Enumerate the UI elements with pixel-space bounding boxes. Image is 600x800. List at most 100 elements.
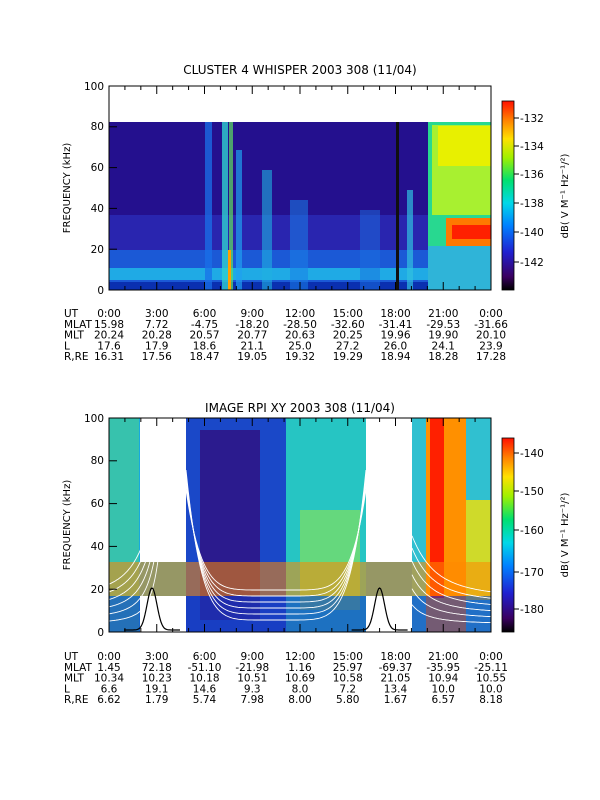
ephemeris-value: 10.18 <box>189 673 219 685</box>
ephemeris-value: 15:00 <box>333 308 363 320</box>
contour-line <box>109 497 170 622</box>
ephemeris-value: 1.67 <box>384 694 407 706</box>
ephemeris-value: 0:00 <box>97 308 121 320</box>
ephemeris-value: 20.24 <box>94 330 124 342</box>
ephemeris-value: 20.57 <box>189 330 219 342</box>
ephemeris-value: -28.50 <box>283 319 317 331</box>
strong-emission-low <box>428 246 491 290</box>
ephemeris-value: 6.57 <box>432 694 455 706</box>
y-tick-label: 40 <box>91 541 104 553</box>
ephemeris-value: 72.18 <box>142 662 172 674</box>
ephemeris-value: 10.55 <box>476 673 506 685</box>
ephemeris-value: 3:00 <box>145 308 169 320</box>
intense-band-core <box>452 225 491 239</box>
ephemeris-value: 15.98 <box>94 319 124 331</box>
ephemeris-value: 10.0 <box>432 683 455 695</box>
ephemeris-value: 1.79 <box>145 694 168 706</box>
contour-line <box>411 604 491 624</box>
ephemeris-value: -35.95 <box>426 662 460 674</box>
colorbar-tick-label: -132 <box>520 113 544 125</box>
contour-line <box>185 481 367 603</box>
ephemeris-row-label: L <box>64 683 70 695</box>
ephemeris-value: 9.3 <box>244 683 261 695</box>
ephemeris-value: 9:00 <box>240 651 264 663</box>
colorbar-tick-label: -160 <box>520 525 544 537</box>
ephemeris-value: 19.29 <box>333 351 363 363</box>
panel-title: CLUSTER 4 WHISPER 2003 308 (11/04) <box>183 63 416 77</box>
ephemeris-value: 6.62 <box>97 694 120 706</box>
ephemeris-value: 18:00 <box>380 308 410 320</box>
ephemeris-value: 13.4 <box>384 683 408 695</box>
x-ticks <box>108 86 492 290</box>
ephemeris-value: 9:00 <box>240 308 264 320</box>
colorbar-label: dB( V M⁻¹ Hz⁻¹/²) <box>560 493 571 578</box>
ephemeris-value: 15:00 <box>333 651 363 663</box>
ephemeris-table: UT 0:00 3:00 6:00 9:00 12:00 15:00 18:00 21:00 0:… <box>64 651 508 706</box>
ephemeris-value: 20.25 <box>333 330 363 342</box>
ephemeris-value: 6:00 <box>193 308 217 320</box>
ephemeris-value: -29.53 <box>426 319 460 331</box>
ephemeris-value: 25.0 <box>288 340 311 352</box>
ephemeris-value: 3:00 <box>145 651 169 663</box>
ephemeris-value: 17.9 <box>145 340 168 352</box>
contour-line <box>109 486 170 608</box>
colorbar-scale <box>501 100 515 291</box>
ephemeris-row-label: MLT <box>64 673 84 685</box>
ephemeris-value: 19.96 <box>380 330 410 342</box>
ephemeris-value: -21.98 <box>235 662 269 674</box>
contour-line <box>185 485 367 597</box>
ephemeris-value: 21.1 <box>241 340 264 352</box>
strong-emission-top <box>438 126 491 166</box>
ephemeris-value: 23.9 <box>479 340 502 352</box>
ephemeris-value: 18.47 <box>189 351 219 363</box>
colorbar-scale <box>501 437 515 633</box>
data-gap <box>366 596 412 632</box>
ephemeris-table: UT 0:00 3:00 6:00 9:00 12:00 15:00 18:00 21:00 0:… <box>64 308 508 363</box>
ephemeris-value: 5.74 <box>193 694 217 706</box>
spectrogram-image-rpi <box>109 418 491 632</box>
burst <box>229 122 233 290</box>
ephemeris-value: 1.16 <box>288 662 312 674</box>
ephemeris-value: -32.60 <box>331 319 365 331</box>
burst <box>407 190 413 290</box>
contour-line <box>109 475 170 593</box>
frequency-curve <box>351 587 408 631</box>
y-tick-label: 100 <box>84 81 104 93</box>
ephemeris-value: 18.94 <box>380 351 410 363</box>
y-axis: 0 20 40 60 80 100 FREQUENCY (kHz) <box>62 81 117 297</box>
y-tick-label: 20 <box>91 244 104 256</box>
ephemeris-value: 20.10 <box>476 330 506 342</box>
ephemeris-value: 21.05 <box>380 673 410 685</box>
ephemeris-value: 10.58 <box>333 673 363 685</box>
ephemeris-value: 25.97 <box>333 662 363 674</box>
low-frequency-band <box>109 562 491 596</box>
ephemeris-value: 19.05 <box>237 351 267 363</box>
y-tick-label: 20 <box>91 584 104 596</box>
ephemeris-value: 16.31 <box>94 351 124 363</box>
y-tick-label: 80 <box>91 455 104 467</box>
ephemeris-value: 17.28 <box>476 351 506 363</box>
data-gap <box>140 418 186 562</box>
ephemeris-value: 12:00 <box>285 651 315 663</box>
colorbar: -132 -134 -136 -138 -140 -142 dB( V M⁻¹ … <box>501 100 571 291</box>
data-gap <box>396 122 399 290</box>
ephemeris-value: 18.28 <box>428 351 458 363</box>
y-tick-label: 100 <box>84 413 104 425</box>
contour-line <box>185 489 367 591</box>
y-axis: 0 20 40 60 80 100 FREQUENCY (kHz) <box>62 413 117 639</box>
ephemeris-row-label: R,RE <box>64 351 89 363</box>
burst <box>236 150 242 290</box>
ephemeris-value: 21:00 <box>428 651 458 663</box>
ephemeris-value: 8.0 <box>292 683 309 695</box>
y-tick-label: 60 <box>91 498 104 510</box>
contour-line <box>185 477 367 609</box>
strong-emission-core <box>430 418 444 598</box>
data-gap <box>366 418 412 562</box>
colorbar-tick-label: -138 <box>520 198 544 210</box>
spectrogram-cluster <box>109 122 491 290</box>
y-tick-label: 0 <box>97 627 104 639</box>
contour-line <box>411 535 491 593</box>
ephemeris-value: 18.6 <box>193 340 217 352</box>
ephemeris-value: 12:00 <box>285 308 315 320</box>
